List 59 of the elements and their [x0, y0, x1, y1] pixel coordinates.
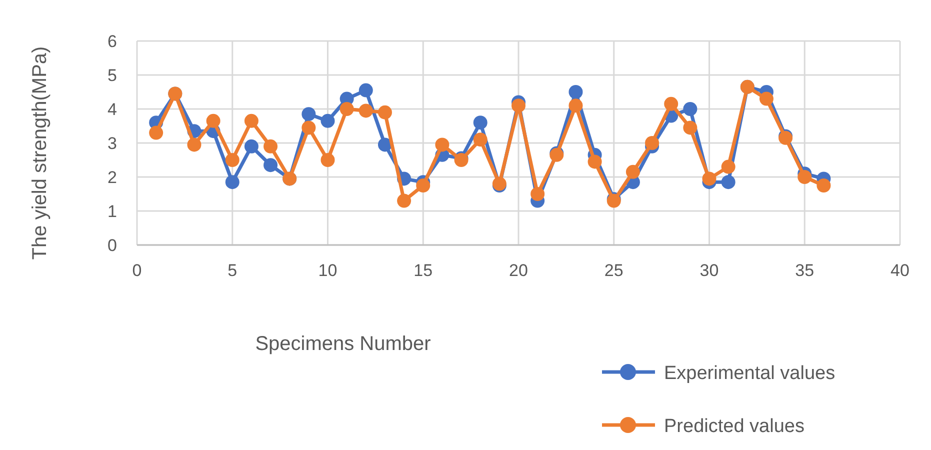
point [358, 83, 373, 98]
x-tick-label: 35 [795, 261, 814, 280]
point [435, 138, 450, 152]
y-tick-label: 6 [108, 32, 117, 51]
point [683, 102, 698, 116]
point [664, 96, 678, 111]
y-tick-label: 0 [108, 236, 117, 255]
point [798, 170, 812, 184]
point [378, 138, 392, 152]
point [512, 98, 526, 113]
point [759, 92, 774, 106]
point [378, 105, 392, 120]
point [340, 102, 354, 116]
x-tick-label: 10 [318, 261, 338, 280]
point [320, 153, 335, 167]
point [702, 172, 716, 186]
point [473, 116, 488, 130]
point [264, 139, 278, 154]
point [683, 120, 698, 135]
x-axis-title: Specimens Number [255, 333, 432, 355]
y-tick-label: 3 [108, 134, 117, 153]
point [568, 85, 583, 99]
point [530, 187, 545, 201]
x-tick-label: 0 [132, 261, 142, 280]
point [588, 154, 602, 169]
x-tick-label: 40 [890, 261, 910, 280]
point [302, 120, 316, 135]
point [721, 160, 736, 174]
point [721, 175, 736, 190]
x-tick-label: 30 [700, 261, 719, 280]
point [264, 158, 278, 172]
y-tick-label: 4 [108, 100, 117, 119]
point [225, 153, 240, 167]
x-tick-label: 25 [604, 261, 624, 280]
point [816, 178, 831, 192]
point [416, 178, 430, 192]
x-tick-label: 5 [228, 261, 238, 280]
y-tick-label: 5 [108, 66, 117, 85]
point [645, 136, 660, 150]
y-axis-title: The yield strength(MPa) [29, 46, 51, 260]
point [206, 114, 220, 128]
x-tick-label: 15 [414, 261, 433, 280]
point [244, 114, 258, 128]
point [225, 175, 240, 190]
point [626, 164, 640, 179]
point [149, 126, 164, 140]
legend-label: Predicted values [664, 416, 804, 437]
point [187, 138, 202, 152]
point [473, 132, 488, 147]
point [244, 139, 258, 154]
point [397, 194, 412, 208]
y-tick-label: 1 [108, 202, 117, 221]
point [358, 104, 373, 118]
point [568, 98, 583, 113]
point [320, 114, 335, 128]
point [302, 107, 316, 122]
x-tick-label: 20 [509, 261, 528, 280]
y-tick-label: 2 [108, 168, 117, 187]
legend-label: Experimental values [664, 363, 836, 384]
